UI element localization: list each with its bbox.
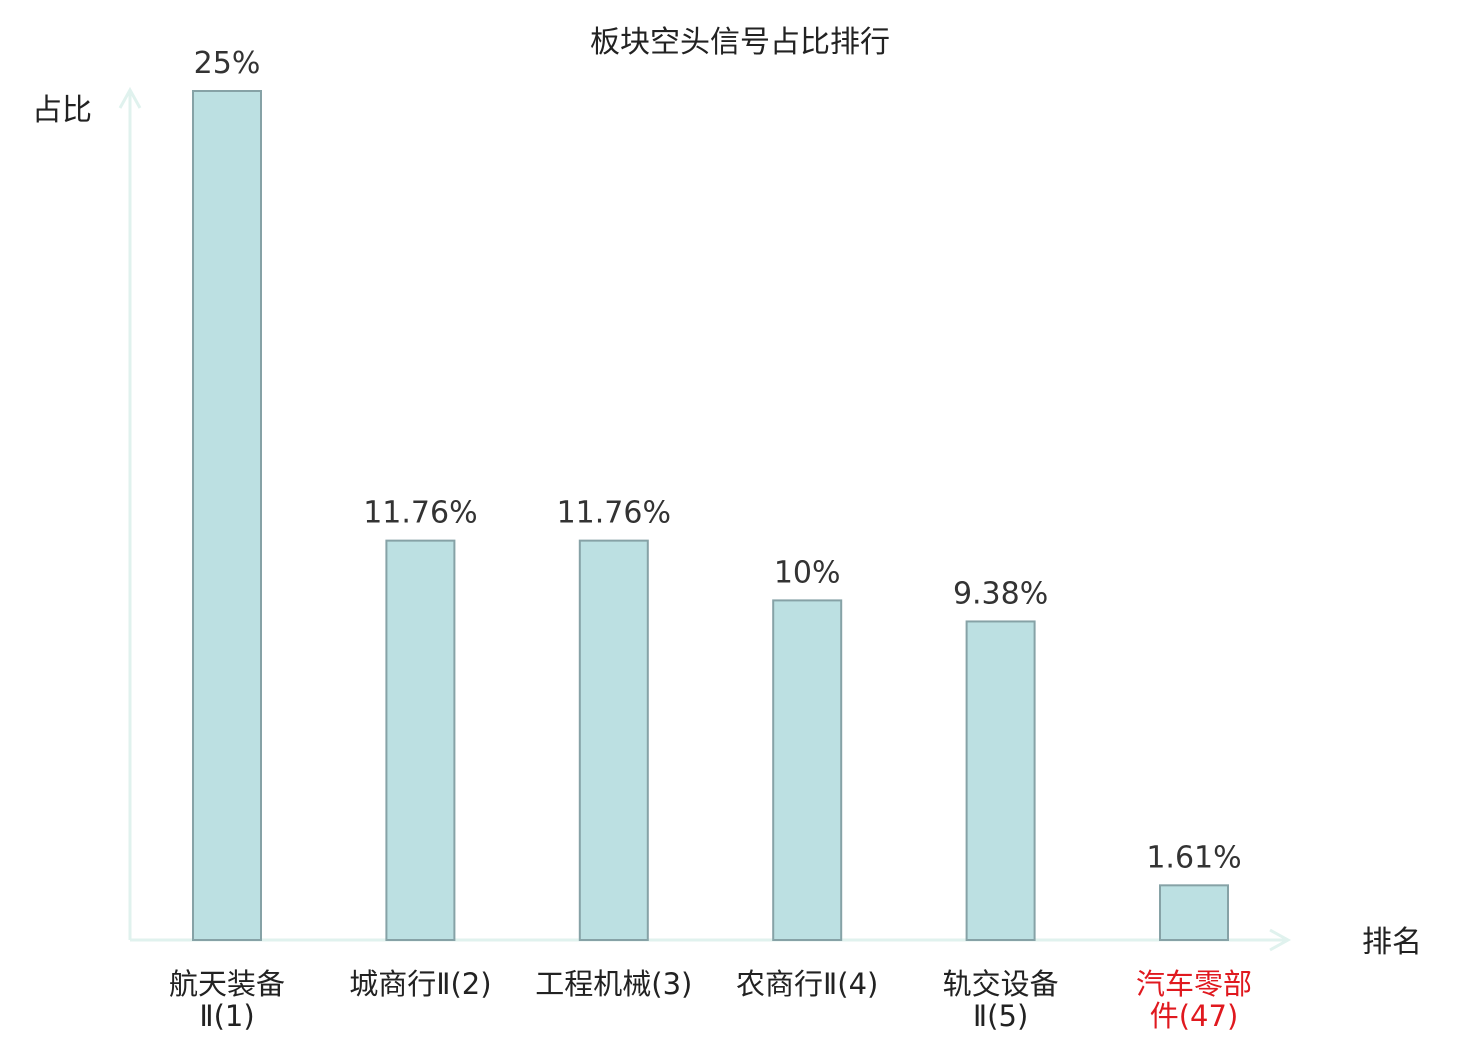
bar [578, 539, 649, 941]
category-label-line: 农商行Ⅱ(4) [736, 967, 878, 1001]
bar-value-label: 10% [774, 555, 841, 590]
bar-value-label: 9.38% [953, 576, 1048, 611]
bar-value-label: 1.61% [1146, 840, 1241, 875]
bar [1159, 884, 1229, 941]
category-label-line: 轨交设备 [943, 967, 1059, 1001]
bar-value-label: 11.76% [557, 496, 671, 531]
category-label-line: Ⅱ(5) [973, 999, 1028, 1033]
chart-title: 板块空头信号占比排行 [590, 25, 890, 60]
category-label-line: Ⅱ(1) [199, 999, 254, 1033]
category-labels: 航天装备 Ⅱ(1) 城商行Ⅱ(2) 工程机械(3) 农商行Ⅱ(4) 轨交设备 Ⅱ(5) 汽车零… [169, 967, 1252, 1033]
bar [772, 599, 843, 942]
value-labels: 25% 11.76% 11.76% 10% 9.38% 1.61% [194, 46, 1242, 875]
x-axis-label: 排名 [1362, 925, 1422, 960]
category-label-line: 汽车零部 [1136, 967, 1252, 1001]
bars [192, 90, 1229, 942]
y-axis-label: 占比 [32, 93, 92, 128]
category-label: 农商行Ⅱ(4) [736, 967, 878, 1001]
category-label: 工程机械(3) [535, 967, 692, 1001]
category-label-line: 件(47) [1150, 999, 1239, 1033]
y-axis-arrow [118, 86, 142, 109]
category-label-line: 工程机械(3) [535, 967, 692, 1001]
bar-value-label: 11.76% [363, 496, 477, 531]
bar [385, 539, 456, 941]
category-label-line: 城商行Ⅱ(2) [349, 967, 491, 1001]
bar [192, 90, 262, 941]
axes [118, 86, 1292, 952]
category-label-highlighted: 汽车零部件(47) [1136, 967, 1252, 1033]
category-label: 城商行Ⅱ(2) [349, 967, 491, 1001]
bar [965, 620, 1036, 941]
x-axis-arrow [1269, 928, 1292, 952]
category-label-line: 航天装备 [169, 967, 285, 1001]
bar-value-label: 25% [194, 46, 261, 81]
category-label: 轨交设备 Ⅱ(5) [943, 967, 1059, 1033]
category-label: 航天装备 Ⅱ(1) [169, 967, 285, 1033]
